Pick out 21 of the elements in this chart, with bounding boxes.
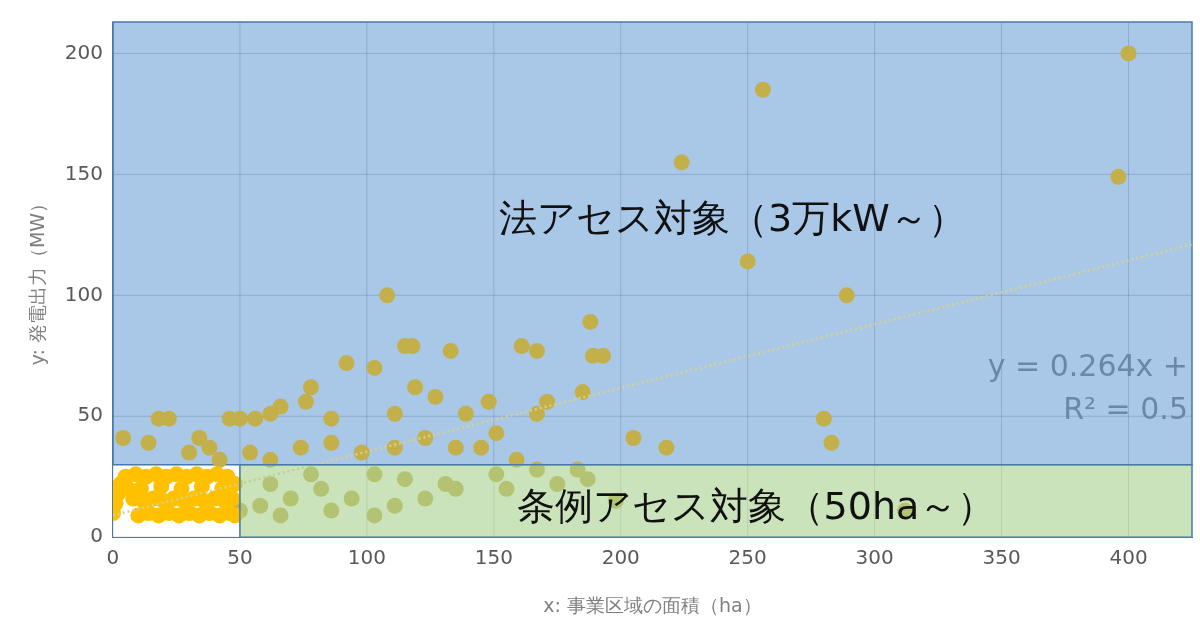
y-axis-title: y: 発電出力（MW） [26, 193, 49, 366]
x-tick-label: 350 [982, 545, 1021, 570]
x-tick-label: 100 [347, 545, 386, 570]
annotation: R² = 0.5 [1063, 391, 1188, 427]
x-tick-label: 250 [728, 545, 767, 570]
x-tick-label: 50 [227, 545, 253, 570]
y-tick-label: 200 [64, 39, 103, 64]
y-tick-label: 150 [64, 160, 103, 185]
x-tick-label: 300 [855, 545, 894, 570]
y-tick-label: 50 [77, 402, 103, 427]
x-tick-label: 200 [601, 545, 640, 570]
x-tick-label: 150 [474, 545, 513, 570]
x-axis-title: x: 事業区域の面積（ha） [543, 593, 762, 616]
band-label: 条例アセス対象（50ha～） [516, 483, 996, 528]
point [112, 485, 127, 502]
band-label: 法アセス対象（3万kW～） [499, 196, 966, 241]
y-tick-label: 0 [90, 523, 103, 548]
y-tick-label: 100 [64, 281, 103, 306]
x-tick-label: 0 [106, 545, 120, 570]
x-tick-label: 400 [1109, 545, 1148, 570]
annotation: y = 0.264x + [987, 347, 1188, 383]
